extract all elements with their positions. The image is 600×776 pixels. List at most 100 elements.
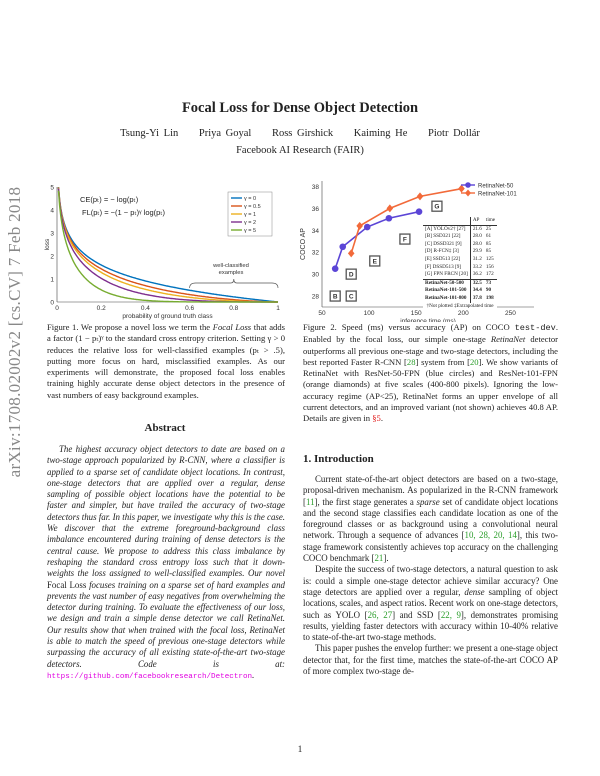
caption-text: Figure 1. We propose a novel loss we ter… — [47, 322, 213, 332]
code-link[interactable]: https://github.com/facebookresearch/Dete… — [47, 672, 253, 681]
table-cell: 85 — [485, 240, 492, 247]
table-cell: 34.4 — [472, 287, 482, 294]
legend-box — [227, 191, 273, 237]
data-point — [356, 221, 363, 230]
x-tick-label: 200 — [458, 310, 469, 317]
y-tick-label: 34 — [312, 228, 320, 235]
text: ] and SSD [ — [392, 609, 441, 620]
x-tick-label: 0 — [55, 305, 59, 312]
detector-marker-E — [369, 255, 381, 267]
data-point — [385, 214, 393, 222]
x-tick-label: 0.4 — [141, 305, 150, 312]
legend-label: γ = 5 — [244, 228, 256, 234]
table-cell: 29.9 — [472, 248, 482, 255]
loss-curve-5 — [57, 190, 278, 303]
y-axis-label: COCO AP — [300, 228, 307, 260]
table-cell: 28.0 — [472, 233, 482, 240]
table-cell: 32.5 — [470, 278, 484, 288]
abstract-heading: Abstract — [144, 422, 186, 434]
equation-fl: FL(pₜ) = −(1 − pₜ)ᵞ log(pₜ) — [82, 208, 166, 217]
legend-marker — [465, 189, 471, 197]
table-header: AP — [470, 217, 484, 226]
caption-emphasis: Focal Loss — [212, 322, 252, 332]
table-cell: 73 — [483, 278, 498, 288]
author-list: Tsung-Yi Lin Priya Goyal Ross Girshick K… — [0, 128, 600, 139]
y-tick-label: 0 — [50, 300, 54, 307]
y-tick-label: 38 — [312, 184, 320, 191]
introduction-text: Current state-of-the-art object detector… — [303, 474, 558, 677]
text: ], demonstrates promising results, yield… — [303, 609, 559, 643]
table-cell: [C] DSSD321 [9] — [423, 240, 471, 249]
legend-label: γ = 0 — [244, 196, 256, 202]
caption-emphasis: RetinaNet — [490, 334, 526, 345]
table-cell: RetinaNet-101-500 — [423, 287, 471, 295]
caption-text: detector outperforms all previous one-st… — [303, 334, 559, 367]
table-cell: 198 — [485, 294, 494, 301]
y-tick-label: 1 — [50, 277, 54, 284]
data-point — [363, 223, 371, 231]
data-point — [386, 204, 394, 213]
text: ], this two-stage framework consistently… — [303, 530, 559, 564]
author: Ross Girshick — [271, 128, 334, 139]
table-cell: 61 — [485, 233, 492, 240]
caption-text: . — [380, 413, 383, 424]
annotation-text: examples — [219, 270, 244, 276]
citation-link[interactable]: 20 — [469, 356, 479, 367]
text: Despite the success of two-stage detecto… — [303, 564, 558, 597]
x-tick-label: 250 — [505, 310, 516, 317]
y-tick-label: 2 — [50, 254, 54, 261]
text: ]. — [383, 553, 389, 564]
table-row: RetinaNet-101-500 34.4 90 — [423, 287, 497, 295]
y-tick-label: 28 — [312, 294, 320, 301]
table-cell: 21.6 — [472, 225, 482, 232]
citation-link[interactable]: 11 — [305, 496, 315, 507]
citation-link[interactable]: 26, 27 — [367, 609, 393, 620]
y-tick-label: 32 — [312, 250, 320, 257]
table-header — [423, 217, 471, 226]
text: set of candidate object locations and th… — [303, 496, 558, 541]
y-tick-label: 4 — [50, 208, 54, 215]
table-row: [C] DSSD321 [9] 28.0 85 — [423, 240, 497, 249]
introduction-heading: 1. Introduction — [303, 453, 374, 465]
x-axis-label: probability of ground truth class — [122, 313, 213, 320]
table-footnote: †Not plotted ‡Extrapolated time — [426, 302, 494, 309]
legend-label: γ = 2 — [244, 220, 256, 226]
data-point — [331, 265, 339, 272]
x-tick-label: 100 — [364, 310, 375, 317]
citation-link[interactable]: 28 — [406, 356, 416, 367]
caption-text: that adds a factor (1 − pₜ)ᵞ to the stan… — [47, 322, 285, 400]
figure-1-loss-chart: 0 0.2 0.4 0.6 0.8 1 0 1 2 3 4 5 probability of groun… — [44, 185, 280, 321]
data-point — [339, 243, 347, 251]
table-cell: 90 — [485, 287, 492, 294]
table-row: [B] SSD321 [22] 28.0 61 — [423, 233, 497, 241]
table-cell: 33.2 — [472, 263, 482, 270]
paragraph: Current state-of-the-art object detector… — [303, 474, 558, 564]
table-cell: RetinaNet-50-500 — [423, 278, 471, 288]
table-row: [G] FPN FRCN [20] 36.2 172 — [423, 271, 497, 280]
y-tick-label: 36 — [312, 206, 320, 213]
detector-comparison-table: AP time [A] YOLOv2† [27] 21.6 25 [B] SSD321 … — [423, 217, 498, 311]
citation-link[interactable]: 21 — [374, 553, 384, 564]
curly-brace — [189, 278, 279, 289]
table-header-row: AP time — [423, 217, 498, 226]
figure-2-caption: Figure 2. Speed (ms) versus accuracy (AP… — [303, 322, 558, 425]
table-row: RetinaNet-50-500 32.5 73 — [423, 278, 498, 288]
table-cell: 25 — [485, 225, 492, 232]
caption-text: . Enabled by the focal loss, our simple … — [303, 322, 558, 345]
figure-2-speed-accuracy-chart: 50 100 150 200 250 28 30 32 34 36 38 inference time… — [300, 181, 534, 322]
section-link[interactable]: §5 — [372, 413, 381, 424]
figure-1-caption: Figure 1. We propose a novel loss we ter… — [47, 322, 285, 401]
page-number: 1 — [297, 745, 303, 755]
loss-curve-0 — [57, 186, 279, 303]
table-cell: 85 — [485, 248, 492, 255]
citation-link[interactable]: 22, 9 — [440, 609, 461, 620]
table-cell: 28.0 — [472, 240, 482, 247]
detector-marker-F — [399, 233, 411, 245]
detector-label: E — [373, 258, 378, 265]
citation-link[interactable]: 10, 28, 20, 14 — [464, 530, 517, 541]
table-cell: 172 — [485, 271, 494, 278]
x-tick-label: 0.2 — [97, 305, 106, 312]
text: ], the first stage generates a — [314, 496, 417, 507]
paragraph: This paper pushes the envelop further: w… — [303, 643, 558, 677]
data-point — [458, 184, 465, 193]
